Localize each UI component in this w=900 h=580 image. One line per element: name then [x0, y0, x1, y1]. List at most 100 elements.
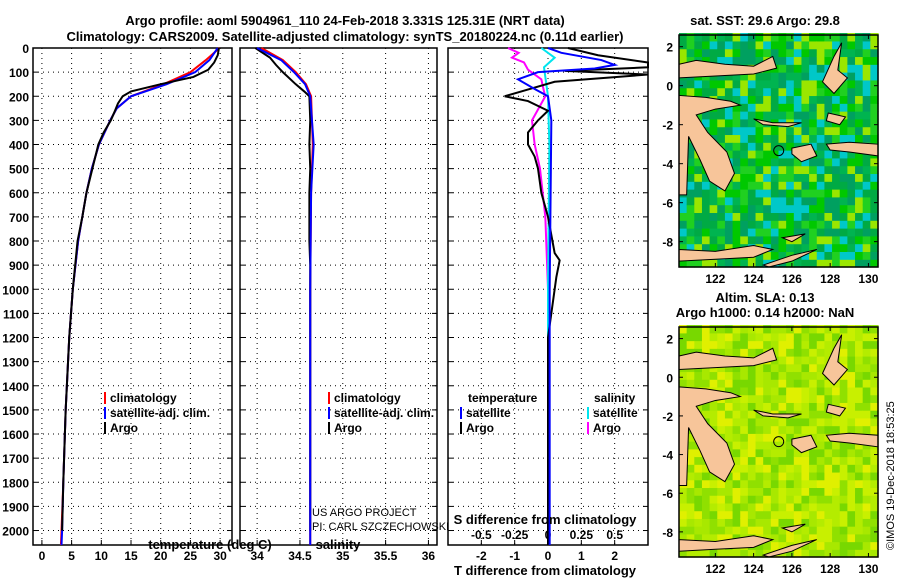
map-cell [740, 142, 749, 151]
map-cell [717, 40, 726, 50]
map-cell [755, 433, 764, 442]
map-cell [824, 479, 833, 489]
map-cell [816, 142, 826, 151]
map-cell [770, 402, 780, 411]
map-cell [732, 456, 741, 465]
map-cell [801, 541, 810, 550]
map-cell [747, 150, 757, 159]
map-cell [778, 72, 787, 81]
map-cell [809, 502, 818, 512]
map-cell [816, 72, 826, 81]
map-cell [701, 502, 711, 512]
map-cell [855, 487, 864, 496]
map-cell [839, 118, 848, 128]
map-cell [755, 181, 764, 190]
map-cell [778, 394, 787, 403]
map-cell [732, 111, 741, 120]
map-cell [862, 181, 871, 190]
lon-tick-label: 122 [705, 562, 725, 576]
map-cell [694, 157, 703, 167]
map-cell [724, 220, 734, 229]
map-cell [717, 479, 726, 489]
legend-swatch [460, 407, 462, 419]
map-cell [740, 332, 749, 342]
map-cell [679, 502, 688, 512]
map-cell [740, 348, 749, 357]
map-cell [786, 533, 795, 543]
map-cell [701, 533, 711, 543]
map-cell [701, 33, 711, 42]
map-cell [686, 142, 695, 151]
map-cell [862, 425, 871, 434]
map-cell [679, 220, 688, 229]
map-cell [763, 235, 772, 245]
map-cell [694, 325, 703, 334]
map-cell [847, 355, 856, 365]
map-cell [870, 479, 879, 489]
map-cell [839, 526, 848, 535]
map-cell [786, 40, 795, 50]
map-cell [832, 126, 841, 136]
map-cell [747, 173, 757, 182]
y-tick-label: 600 [9, 187, 29, 201]
map-cell [686, 433, 695, 442]
x-label-s-difference: S difference from climatology [454, 512, 638, 527]
map-cell [801, 325, 810, 334]
map-cell [732, 425, 741, 434]
map-cell [755, 235, 764, 245]
map-cell [709, 228, 718, 237]
map-cell [832, 87, 841, 97]
map-cell [763, 126, 772, 136]
map-cell [839, 134, 848, 143]
map-cell [755, 379, 764, 388]
map-cell [855, 402, 864, 411]
map-cell [793, 204, 803, 214]
map-cell [809, 220, 818, 229]
map-cell [832, 526, 841, 535]
sst-map-title: sat. SST: 29.6 Argo: 29.8 [690, 13, 840, 28]
map-cell [855, 325, 864, 334]
map-cell [862, 487, 871, 496]
map-cell [839, 502, 848, 512]
map-cell [847, 526, 856, 535]
map-cell [747, 371, 757, 380]
map-cell [839, 425, 848, 434]
map-cell [793, 518, 803, 527]
map-cell [839, 464, 848, 473]
map-cell [755, 142, 764, 151]
map-cell [801, 410, 810, 419]
map-cell [717, 228, 726, 237]
map-cell [839, 40, 848, 50]
map-cell [679, 204, 688, 214]
series-satellite-adj [60, 47, 219, 546]
map-cell [763, 181, 772, 190]
lon-tick-label: 122 [705, 272, 725, 286]
map-cell [679, 332, 688, 342]
map-cell [801, 259, 810, 268]
map-cell [747, 487, 757, 496]
map-cell [694, 456, 703, 465]
map-cell [770, 33, 780, 42]
map-cell [793, 220, 803, 229]
map-cell [770, 495, 780, 504]
legend-swatch [104, 422, 106, 434]
map-cell [870, 48, 879, 58]
map-cell [778, 56, 787, 65]
map-cell [786, 386, 795, 396]
map-cell [855, 471, 864, 481]
map-cell [763, 518, 772, 527]
map-cell [770, 386, 780, 396]
map-cell [786, 79, 795, 89]
map-cell [770, 111, 780, 120]
map-cell [809, 259, 818, 268]
map-cell [855, 495, 864, 504]
map-cell [809, 56, 818, 65]
map-cell [793, 471, 803, 481]
map-cell [747, 363, 757, 373]
map-cell [832, 228, 841, 237]
map-cell [793, 111, 803, 120]
map-cell [701, 340, 711, 349]
map-cell [839, 541, 848, 550]
map-cell [847, 150, 856, 159]
